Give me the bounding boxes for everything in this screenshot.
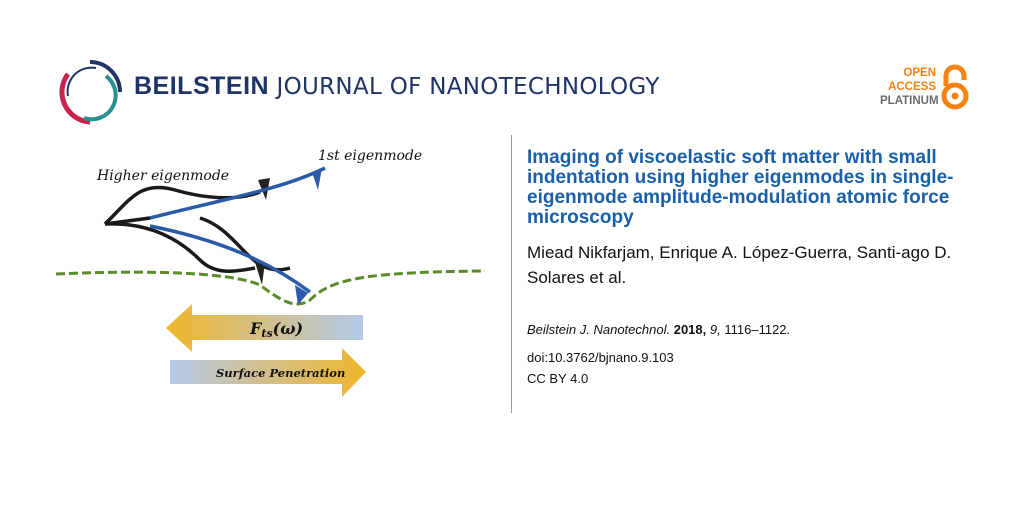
open-lock-icon: [941, 64, 969, 110]
citation-year: 2018,: [673, 322, 707, 337]
graphical-abstract-figure: Higher eigenmode 1st eigenmode Fts(ω) Su…: [55, 148, 486, 397]
journal-name: BEILSTEIN JOURNAL OF NANOTECHNOLOGY: [134, 72, 660, 101]
surface-line: [55, 269, 486, 306]
first-eigenmode-label: 1st eigenmode: [318, 148, 422, 164]
beilstein-logo-icon: [59, 60, 122, 125]
license: CC BY 4.0: [527, 371, 589, 386]
first-eigenmode-cantilever: [149, 166, 326, 294]
open-access-badge: OPEN ACCESS PLATINUM: [880, 66, 939, 108]
citation-journal: Beilstein J. Nanotechnol.: [527, 322, 671, 337]
penetration-arrow-label: Surface Penetration: [216, 366, 345, 380]
penetration-arrow: [170, 348, 366, 397]
journal-name-bold: BEILSTEIN: [134, 72, 270, 100]
force-arrow: [166, 304, 363, 352]
journal-name-light: JOURNAL OF NANOTECHNOLOGY: [276, 74, 660, 100]
article-authors: Miead Nikfarjam, Enrique A. López-Guerra…: [527, 243, 952, 287]
oa-access: ACCESS: [888, 81, 936, 93]
oa-platinum: PLATINUM: [880, 95, 939, 107]
citation-volume: 9,: [709, 322, 721, 337]
doi: doi:10.3762/bjnano.9.103: [527, 350, 674, 365]
article-title: Imaging of viscoelastic soft matter with…: [527, 147, 954, 228]
higher-eigenmode-label: Higher eigenmode: [96, 168, 229, 184]
citation-pages: 1116–1122.: [724, 322, 791, 337]
citation: Beilstein J. Nanotechnol. 2018, 9, 1116–…: [527, 322, 790, 337]
divider: [511, 135, 512, 413]
oa-open: OPEN: [903, 67, 936, 79]
force-arrow-label: Fts(ω): [249, 319, 303, 340]
